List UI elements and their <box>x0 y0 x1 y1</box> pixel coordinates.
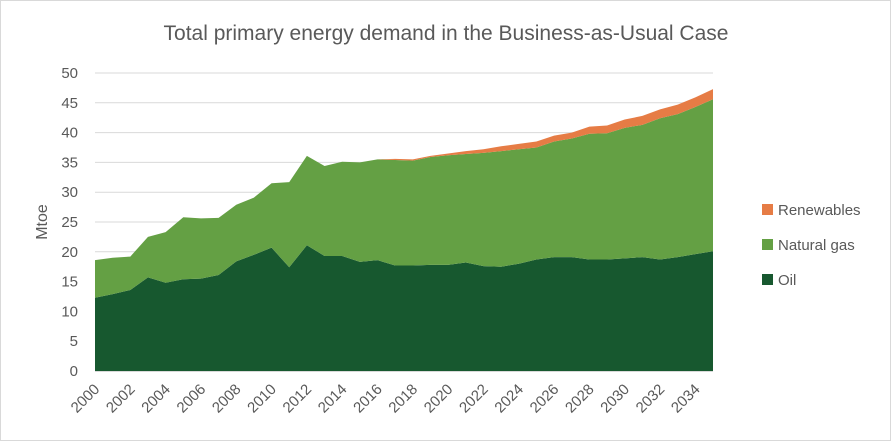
x-tick-label: 2020 <box>421 381 457 417</box>
legend: Renewables Natural gas Oil <box>762 202 861 289</box>
y-tick-label: 15 <box>61 274 78 291</box>
plot-areas <box>95 89 713 371</box>
x-tick-label: 2008 <box>209 381 245 417</box>
y-tick-label: 10 <box>61 303 78 320</box>
x-tick-label: 2022 <box>456 381 492 417</box>
x-tick-label: 2006 <box>174 381 210 417</box>
x-tick-label: 2010 <box>244 381 280 417</box>
y-tick-label: 0 <box>70 363 78 380</box>
legend-label: Oil <box>778 272 796 289</box>
y-axis-title: Mtoe <box>34 204 51 240</box>
y-tick-label: 35 <box>61 154 78 171</box>
y-tick-label: 50 <box>61 65 78 82</box>
x-tick-label: 2002 <box>103 381 139 417</box>
y-tick-label: 25 <box>61 214 78 231</box>
y-tick-label: 5 <box>70 333 78 350</box>
x-tick-label: 2024 <box>491 381 527 417</box>
x-tick-label: 2032 <box>633 381 669 417</box>
y-tick-label: 45 <box>61 95 78 112</box>
legend-label: Renewables <box>778 202 861 219</box>
x-tick-label: 2028 <box>562 381 598 417</box>
legend-label: Natural gas <box>778 237 855 254</box>
y-tick-label: 30 <box>61 184 78 201</box>
x-tick-label: 2014 <box>315 381 351 417</box>
x-tick-label: 2012 <box>280 381 316 417</box>
x-tick-label: 2000 <box>68 381 104 417</box>
chart-title: Total primary energy demand in the Busin… <box>164 22 729 45</box>
area-natural-gas <box>95 99 713 298</box>
x-tick-label: 2030 <box>597 381 633 417</box>
x-tick-label: 2016 <box>350 381 386 417</box>
y-tick-label: 40 <box>61 125 78 142</box>
x-tick-label: 2004 <box>138 381 174 417</box>
y-tick-label: 20 <box>61 244 78 261</box>
x-tick-label: 2018 <box>385 381 421 417</box>
legend-swatch-natural-gas <box>762 239 773 250</box>
legend-swatch-renewables <box>762 204 773 215</box>
x-tick-label: 2034 <box>668 381 704 417</box>
x-tick-label: 2026 <box>527 381 563 417</box>
area-oil <box>95 245 713 371</box>
legend-swatch-oil <box>762 274 773 285</box>
